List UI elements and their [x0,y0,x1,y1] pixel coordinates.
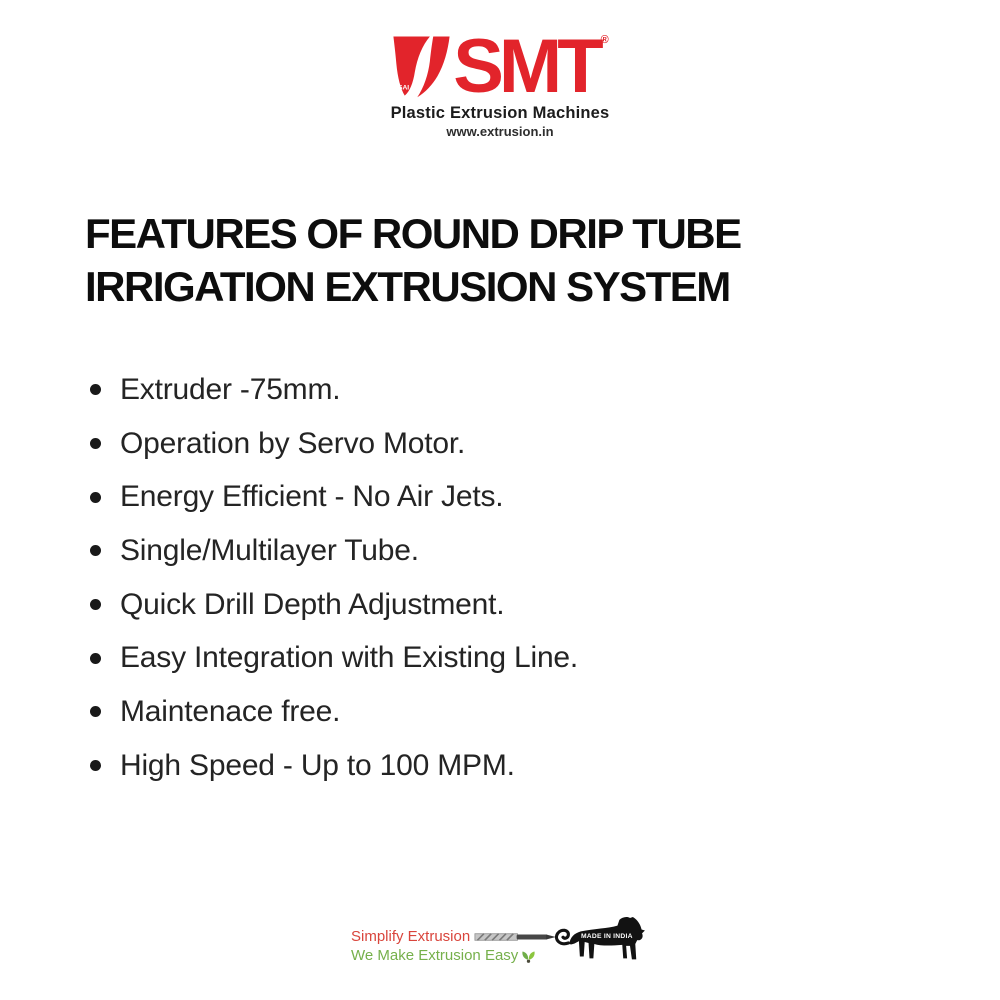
page-title: FEATURES OF ROUND DRIP TUBE IRRIGATION E… [85,207,742,313]
footer-tagline-line1: Simplify Extrusion [351,928,471,945]
bullet-icon [90,706,101,718]
feature-list: Extruder -75mm. Operation by Servo Motor… [90,363,578,793]
brand-website: www.extrusion.in [446,124,554,139]
footer-tagline-row1: Simplify Extrusion [351,928,559,947]
list-item: Extruder -75mm. [90,363,578,417]
list-item-text: Operation by Servo Motor. [120,426,466,460]
list-item: Quick Drill Depth Adjustment. [90,578,578,632]
brand-name: SMT [453,24,603,109]
smt-logo-mark-icon: SAI [393,36,450,98]
list-item-text: Single/Multilayer Tube. [120,533,419,567]
bullet-icon [90,384,101,396]
list-item-text: High Speed - Up to 100 MPM. [120,748,515,782]
list-item-text: Energy Efficient - No Air Jets. [120,480,504,514]
header-logo-block: SAI SMT ® Plastic Extrusion Machines www… [0,24,1000,140]
extruder-screw-icon [474,933,557,942]
footer-tagline-row2: We Make Extrusion Easy [351,947,559,966]
list-item-text: Maintenace free. [120,694,341,728]
list-item: Single/Multilayer Tube. [90,524,578,578]
list-item-text: Easy Integration with Existing Line. [120,641,579,675]
bullet-icon [90,545,101,557]
bullet-icon [90,438,101,450]
made-in-india-label: MADE IN INDIA [581,933,633,940]
list-item-text: Extruder -75mm. [120,372,341,406]
bullet-icon [90,491,101,503]
brand-tagline: Plastic Extrusion Machines [390,104,610,122]
list-item: Maintenace free. [90,685,578,739]
made-in-india-lion-icon: MADE IN INDIA [554,916,645,960]
bullet-icon [90,652,101,664]
footer-tagline-line2: We Make Extrusion Easy [351,946,519,964]
page-title-line1: FEATURES OF ROUND DRIP TUBE [85,210,742,257]
sprout-icon [522,951,535,963]
list-item: Energy Efficient - No Air Jets. [90,470,578,524]
list-item: Operation by Servo Motor. [90,417,578,471]
sai-smt-logo: SAI SMT ® [393,24,609,109]
list-item: Easy Integration with Existing Line. [90,631,578,685]
bullet-icon [90,599,101,611]
page-title-line2: IRRIGATION EXTRUSION SYSTEM [85,263,731,310]
list-item: High Speed - Up to 100 MPM. [90,739,578,793]
bullet-icon [90,760,101,772]
sai-mark-label: SAI [398,85,409,92]
list-item-text: Quick Drill Depth Adjustment. [120,587,505,621]
registered-trademark-symbol: ® [600,34,609,46]
footer-tagline-block: Simplify Extrusion We Make Extrusion Eas… [351,928,559,965]
